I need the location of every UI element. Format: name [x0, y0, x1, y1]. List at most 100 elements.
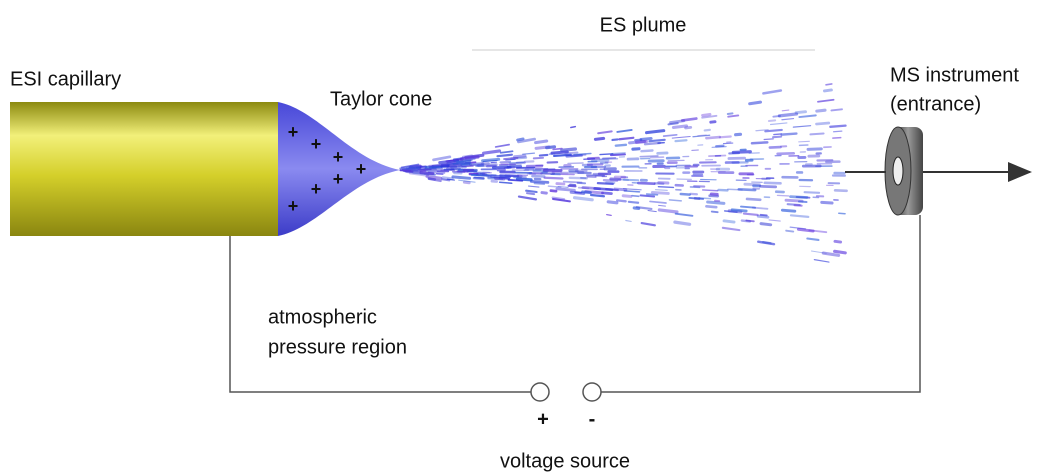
droplet: [505, 158, 516, 161]
droplet: [599, 153, 614, 156]
droplet: [742, 212, 759, 216]
droplet: [458, 179, 476, 183]
plume-label: ES plume: [600, 14, 687, 36]
region-label: pressure region: [268, 336, 407, 358]
droplet: [557, 186, 569, 188]
droplet: [614, 143, 628, 147]
positive-sign: +: [537, 408, 549, 430]
droplet: [560, 147, 578, 152]
droplet: [674, 212, 694, 217]
droplet: [737, 188, 757, 192]
droplet: [650, 190, 670, 195]
droplet: [679, 192, 691, 196]
droplet: [647, 210, 657, 213]
droplet: [658, 204, 666, 207]
droplet: [405, 165, 421, 170]
droplet: [498, 181, 513, 185]
droplet: [798, 140, 810, 143]
droplet: [533, 182, 546, 185]
droplet: [751, 206, 769, 210]
droplet: [494, 177, 506, 181]
droplet: [768, 219, 781, 222]
droplet: [637, 181, 656, 186]
droplet: [763, 138, 774, 141]
droplet: [756, 214, 770, 219]
droplet: [538, 153, 549, 157]
droplet: [776, 152, 796, 156]
droplet: [623, 189, 641, 193]
droplet: [549, 189, 558, 193]
droplet: [745, 197, 762, 202]
droplet: [574, 191, 582, 194]
capillary-label: ESI capillary: [10, 68, 121, 90]
droplet: [764, 128, 783, 133]
droplet: [525, 189, 538, 194]
droplet: [657, 185, 675, 189]
droplet: [515, 177, 533, 182]
droplet: [522, 152, 536, 155]
droplet: [806, 147, 823, 151]
droplet: [830, 108, 843, 112]
droplet: [820, 200, 834, 205]
droplet: [825, 83, 833, 86]
droplet: [745, 219, 755, 223]
droplet: [613, 187, 628, 192]
droplet: [777, 112, 799, 118]
droplet: [701, 189, 719, 192]
droplet: [408, 172, 429, 177]
droplet: [776, 194, 790, 197]
droplet: [598, 157, 619, 161]
droplet: [645, 129, 666, 135]
terminal-negative: [582, 382, 602, 402]
droplet: [648, 138, 666, 143]
droplet: [482, 149, 502, 155]
droplet: [759, 213, 768, 217]
droplet: [513, 154, 527, 159]
droplet: [755, 129, 769, 132]
droplet: [662, 133, 678, 137]
droplet: [591, 159, 610, 163]
droplet: [427, 177, 442, 183]
droplet: [709, 120, 717, 124]
droplet: [750, 141, 769, 145]
charge: +: [288, 196, 299, 216]
droplet: [796, 227, 815, 233]
droplet: [632, 206, 641, 211]
droplet: [758, 184, 778, 189]
droplet: [459, 155, 480, 161]
droplet: [667, 122, 679, 126]
droplet: [489, 174, 511, 179]
droplet: [565, 154, 583, 158]
droplet: [789, 195, 809, 199]
droplet: [671, 135, 691, 139]
droplet: [815, 108, 827, 113]
charge: +: [333, 169, 344, 189]
droplet: [462, 180, 471, 185]
droplet: [552, 197, 571, 203]
droplet: [456, 159, 472, 163]
droplet: [781, 109, 790, 112]
droplet: [684, 125, 693, 130]
droplet: [634, 139, 648, 144]
charge: +: [311, 134, 322, 154]
droplet: [589, 193, 606, 198]
droplet: [645, 193, 659, 196]
droplet: [803, 191, 821, 194]
droplet: [649, 200, 667, 204]
droplet: [631, 194, 640, 198]
droplet: [611, 152, 626, 155]
droplet: [545, 145, 557, 150]
droplet: [781, 117, 795, 121]
droplet: [668, 199, 683, 202]
droplet: [657, 208, 679, 214]
droplet: [577, 186, 590, 190]
droplet: [815, 121, 831, 126]
instrument-sublabel: (entrance): [890, 93, 981, 115]
droplet: [640, 222, 656, 227]
droplet: [789, 214, 810, 219]
droplet: [526, 192, 536, 196]
droplet: [780, 132, 798, 136]
droplet: [673, 220, 692, 226]
droplet: [532, 156, 545, 160]
